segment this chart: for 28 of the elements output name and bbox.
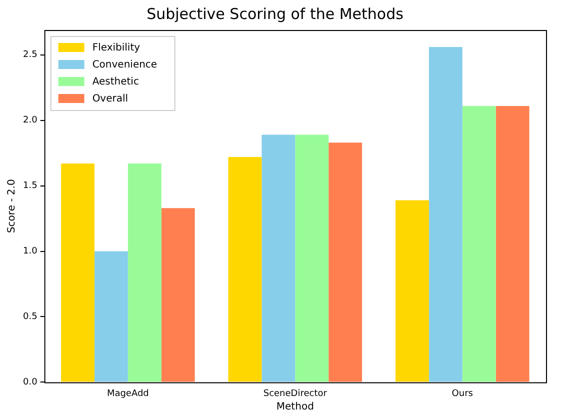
bar — [428, 47, 462, 382]
bar — [61, 164, 94, 382]
bar — [94, 251, 128, 382]
x-tick-label: SceneDirector — [263, 388, 328, 399]
x-tick-label: MageAdd — [106, 388, 149, 399]
y-tick-label: 1.5 — [22, 181, 38, 192]
legend-label: Convenience — [92, 60, 158, 71]
bar — [228, 157, 262, 382]
bar — [161, 208, 195, 382]
bar — [328, 142, 362, 382]
chart-title: Subjective Scoring of the Methods — [146, 4, 404, 23]
y-axis-title: Score - 2.0 — [6, 179, 18, 234]
legend-label: Aesthetic — [92, 76, 139, 88]
bar — [496, 106, 530, 382]
legend-label: Flexibility — [92, 42, 140, 54]
x-tick-label: Ours — [452, 388, 474, 399]
bar — [128, 164, 162, 382]
y-tick-label: 0.5 — [22, 312, 38, 322]
y-tick-label: 2.0 — [22, 116, 38, 126]
legend-label: Overall — [92, 94, 128, 105]
y-tick-label: 0.0 — [22, 378, 38, 388]
bar — [295, 134, 329, 382]
y-tick-label: 1.0 — [22, 246, 38, 257]
bar — [462, 106, 496, 382]
bar — [262, 134, 296, 382]
y-tick-label: 2.5 — [22, 50, 38, 60]
x-axis-title: Method — [276, 402, 314, 413]
bar — [395, 200, 429, 382]
